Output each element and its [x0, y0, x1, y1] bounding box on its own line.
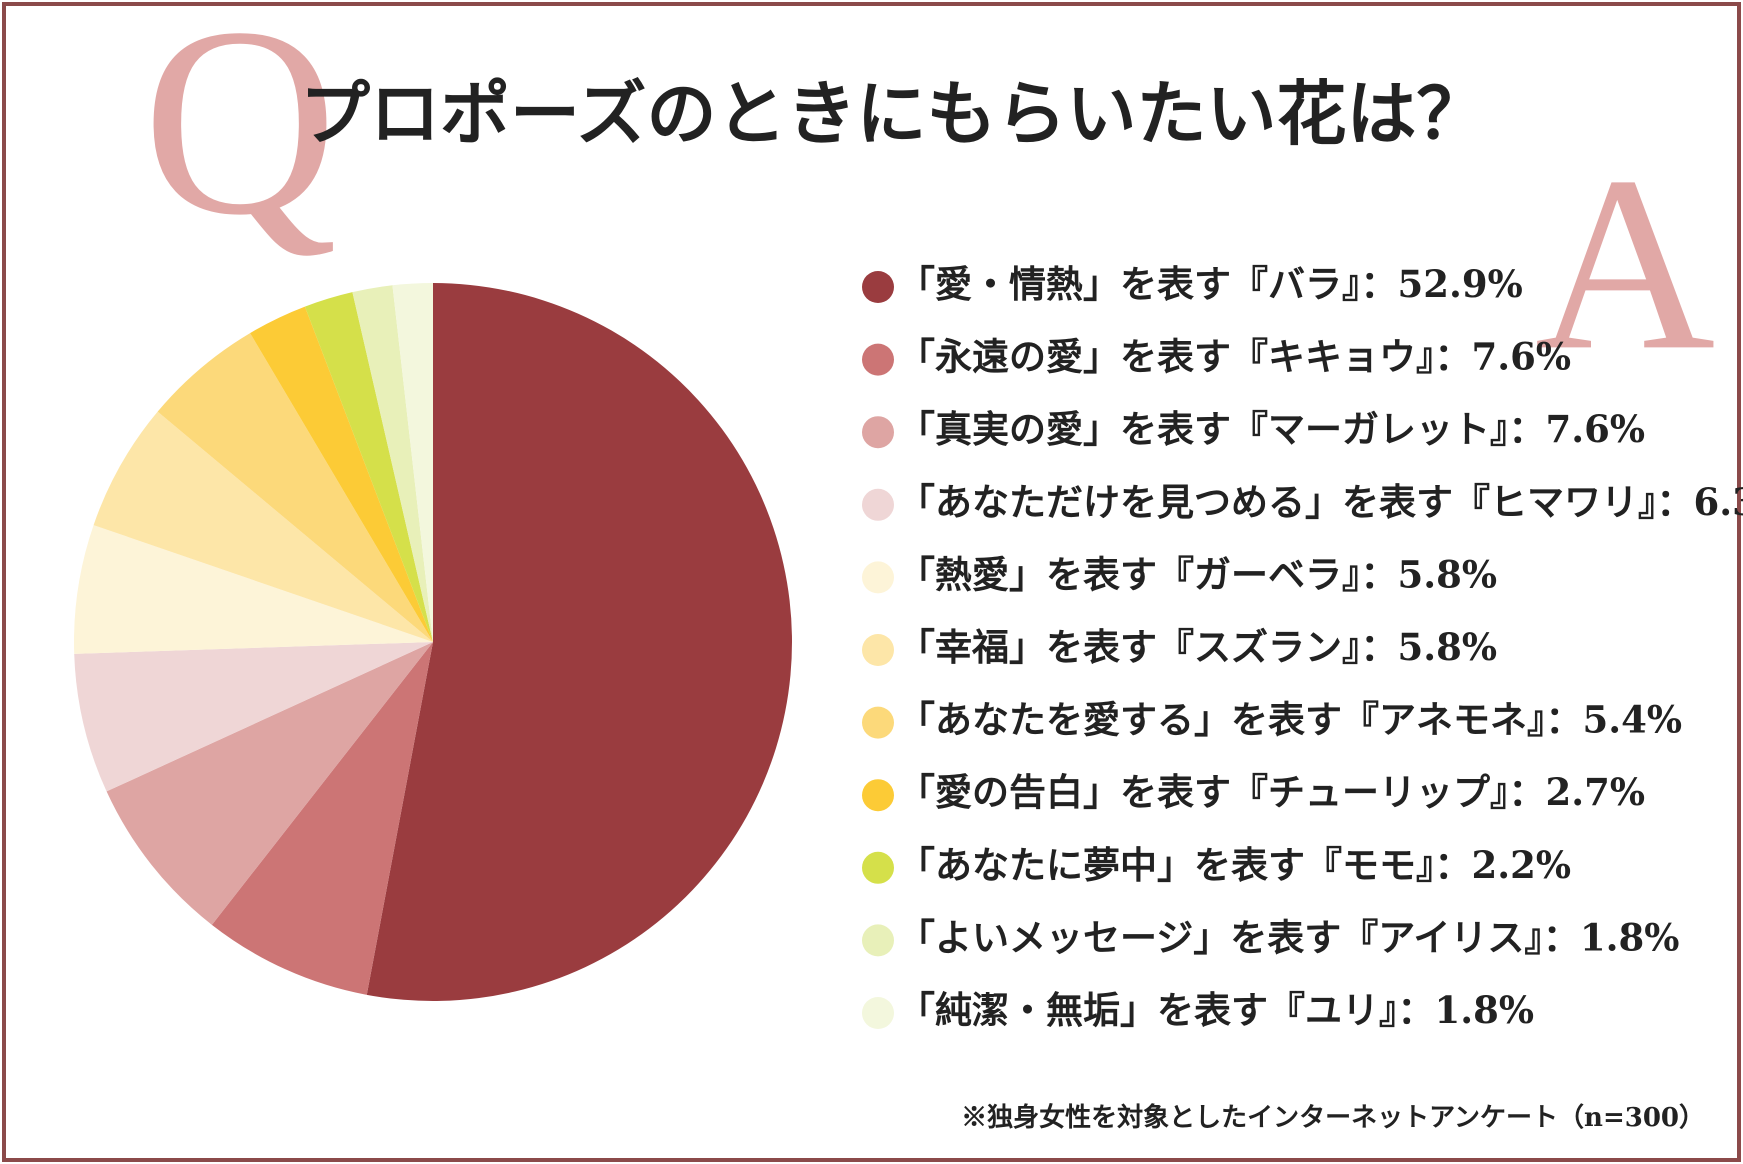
- legend-label: 「愛の告白」を表す『チューリップ』: [898, 770, 1509, 814]
- legend-swatch: [862, 706, 894, 739]
- pie-slice: [366, 283, 792, 1001]
- value-label: ：52.9%: [1361, 262, 1523, 306]
- legend-entry: 「幸福」を表す『スズラン』：5.8%: [898, 625, 1497, 669]
- legend-swatch: [862, 924, 894, 957]
- pie-slice: [74, 642, 434, 792]
- legend-entry: 「あなたに夢中」を表す『モモ』：2.2%: [898, 842, 1571, 886]
- value-label: ：5.8%: [1361, 625, 1498, 669]
- legend-swatch: [862, 488, 894, 521]
- pie-slice: [73, 525, 433, 654]
- value-label: ：5.8%: [1361, 552, 1498, 596]
- value-label: ：1.8%: [1543, 915, 1680, 959]
- legend-label: 「愛・情熱」を表す『バラ』: [898, 262, 1361, 306]
- note: ※独身女性を対象としたインターネットアンケート（n=300）: [961, 1102, 1705, 1133]
- legend-swatch: [862, 343, 894, 376]
- legend-label: 「あなただけを見つめる」を表す『ヒマワリ』: [898, 479, 1657, 523]
- pie-slice: [352, 285, 433, 642]
- legend-swatch: [862, 779, 894, 812]
- legend-label: 「熱愛」を表す『ガーベラ』: [898, 552, 1361, 596]
- legend-swatch: [862, 851, 894, 884]
- legend-swatch: [862, 416, 894, 449]
- pie-slice: [93, 411, 433, 642]
- legend-entry: 「よいメッセージ」を表す『アイリス』：1.8%: [898, 915, 1679, 959]
- legend-label: 「よいメッセージ」を表す『アイリス』: [898, 915, 1543, 959]
- legend-entry: 「永遠の愛」を表す『キキョウ』：7.6%: [898, 334, 1571, 378]
- legend-entry: 「あなただけを見つめる」を表す『ヒマワリ』：6.3%: [898, 479, 1743, 523]
- pie-slice: [392, 283, 433, 642]
- value-label: ：7.6%: [1509, 407, 1646, 451]
- value-label: ：2.2%: [1435, 842, 1572, 886]
- pie-slice: [250, 306, 433, 642]
- legend-label: 「あなたを愛する」を表す『アネモネ』: [898, 697, 1546, 741]
- value-label: ：5.4%: [1546, 697, 1683, 741]
- legend-swatch: [862, 997, 894, 1029]
- a-mark: A: [1535, 125, 1716, 402]
- value-label: ：7.6%: [1435, 334, 1572, 378]
- legend-entry: 「熱愛」を表す『ガーベラ』：5.8%: [898, 552, 1497, 596]
- legend-swatch: [862, 271, 894, 303]
- q-mark: Q: [143, 0, 338, 271]
- legend-swatch: [862, 634, 894, 666]
- pie-slice: [157, 333, 433, 642]
- legend-entry: 「純潔・無垢」を表す『ユリ』：1.8%: [898, 988, 1534, 1032]
- pie-slice: [304, 292, 433, 642]
- legend-entry: 「愛・情熱」を表す『バラ』：52.9%: [898, 262, 1523, 306]
- pie-slice: [106, 642, 434, 925]
- legend-entry: 「真実の愛」を表す『マーガレット』：7.6%: [898, 407, 1645, 451]
- legend-label: 「あなたに夢中」を表す『モモ』: [898, 842, 1435, 886]
- legend-entry: 「あなたを愛する」を表す『アネモネ』：5.4%: [898, 697, 1682, 741]
- legend-label: 「永遠の愛」を表す『キキョウ』: [898, 334, 1435, 378]
- value-label: ：6.3%: [1657, 479, 1743, 523]
- legend-label: 「純潔・無垢」を表す『ユリ』: [898, 988, 1398, 1032]
- value-label: ：2.7%: [1509, 770, 1646, 814]
- legend-label: 「真実の愛」を表す『マーガレット』: [898, 407, 1509, 451]
- pie-slice: [211, 642, 433, 995]
- legend-entry: 「愛の告白」を表す『チューリップ』：2.7%: [898, 770, 1645, 814]
- chart-title: プロポーズのときにもらいたい花は？: [300, 72, 1487, 155]
- legend-label: 「幸福」を表す『スズラン』: [898, 625, 1361, 669]
- value-label: ：1.8%: [1398, 988, 1535, 1032]
- legend-swatch: [862, 561, 894, 594]
